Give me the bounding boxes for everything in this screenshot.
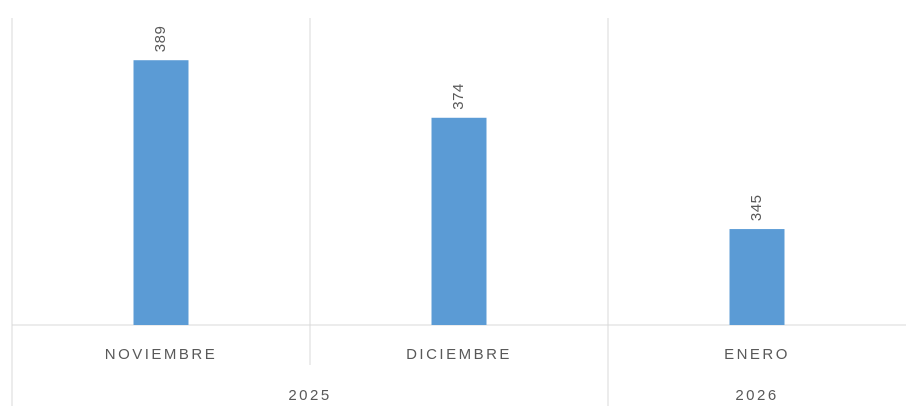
value-label: 345: [748, 195, 765, 222]
x-tick-label: ENERO: [724, 346, 790, 363]
group-label: 2026: [735, 387, 778, 404]
value-label: 374: [450, 83, 467, 110]
group-label: 2025: [288, 387, 331, 404]
x-tick-label: NOVIEMBRE: [105, 346, 218, 363]
bar: [729, 229, 785, 325]
bar: [133, 60, 189, 326]
bar: [431, 117, 487, 326]
value-label: 389: [152, 26, 169, 53]
x-tick-label: DICIEMBRE: [406, 346, 512, 363]
